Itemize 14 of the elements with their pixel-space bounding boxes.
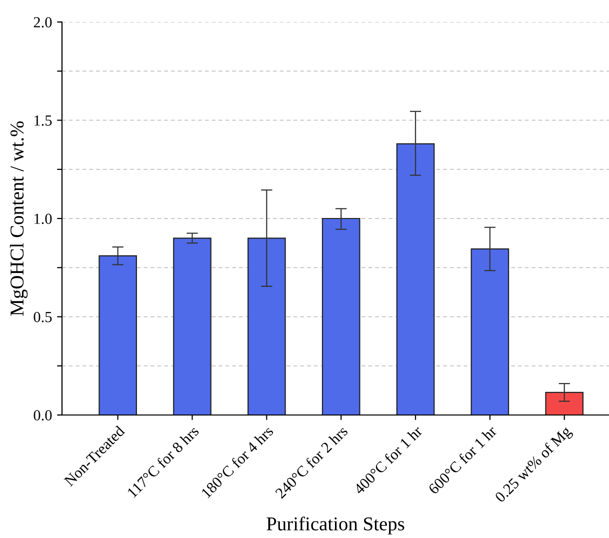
y-tick-label: 0.5 bbox=[34, 312, 52, 322]
bar bbox=[322, 218, 360, 415]
y-tick-label: 2.0 bbox=[34, 17, 52, 28]
bar bbox=[396, 143, 435, 415]
bar bbox=[98, 255, 137, 415]
bar bbox=[470, 248, 510, 415]
bar bbox=[248, 238, 286, 415]
bar bbox=[545, 392, 584, 415]
y-tick-label: 1.0 bbox=[34, 214, 52, 224]
x-axis-title: Purification Steps bbox=[266, 516, 404, 534]
y-tick-label: 1.5 bbox=[34, 115, 52, 126]
bar bbox=[173, 238, 212, 415]
y-axis-title: MgOHCl Content / wt.% bbox=[10, 121, 28, 316]
y-tick-label: 0.0 bbox=[34, 410, 52, 421]
